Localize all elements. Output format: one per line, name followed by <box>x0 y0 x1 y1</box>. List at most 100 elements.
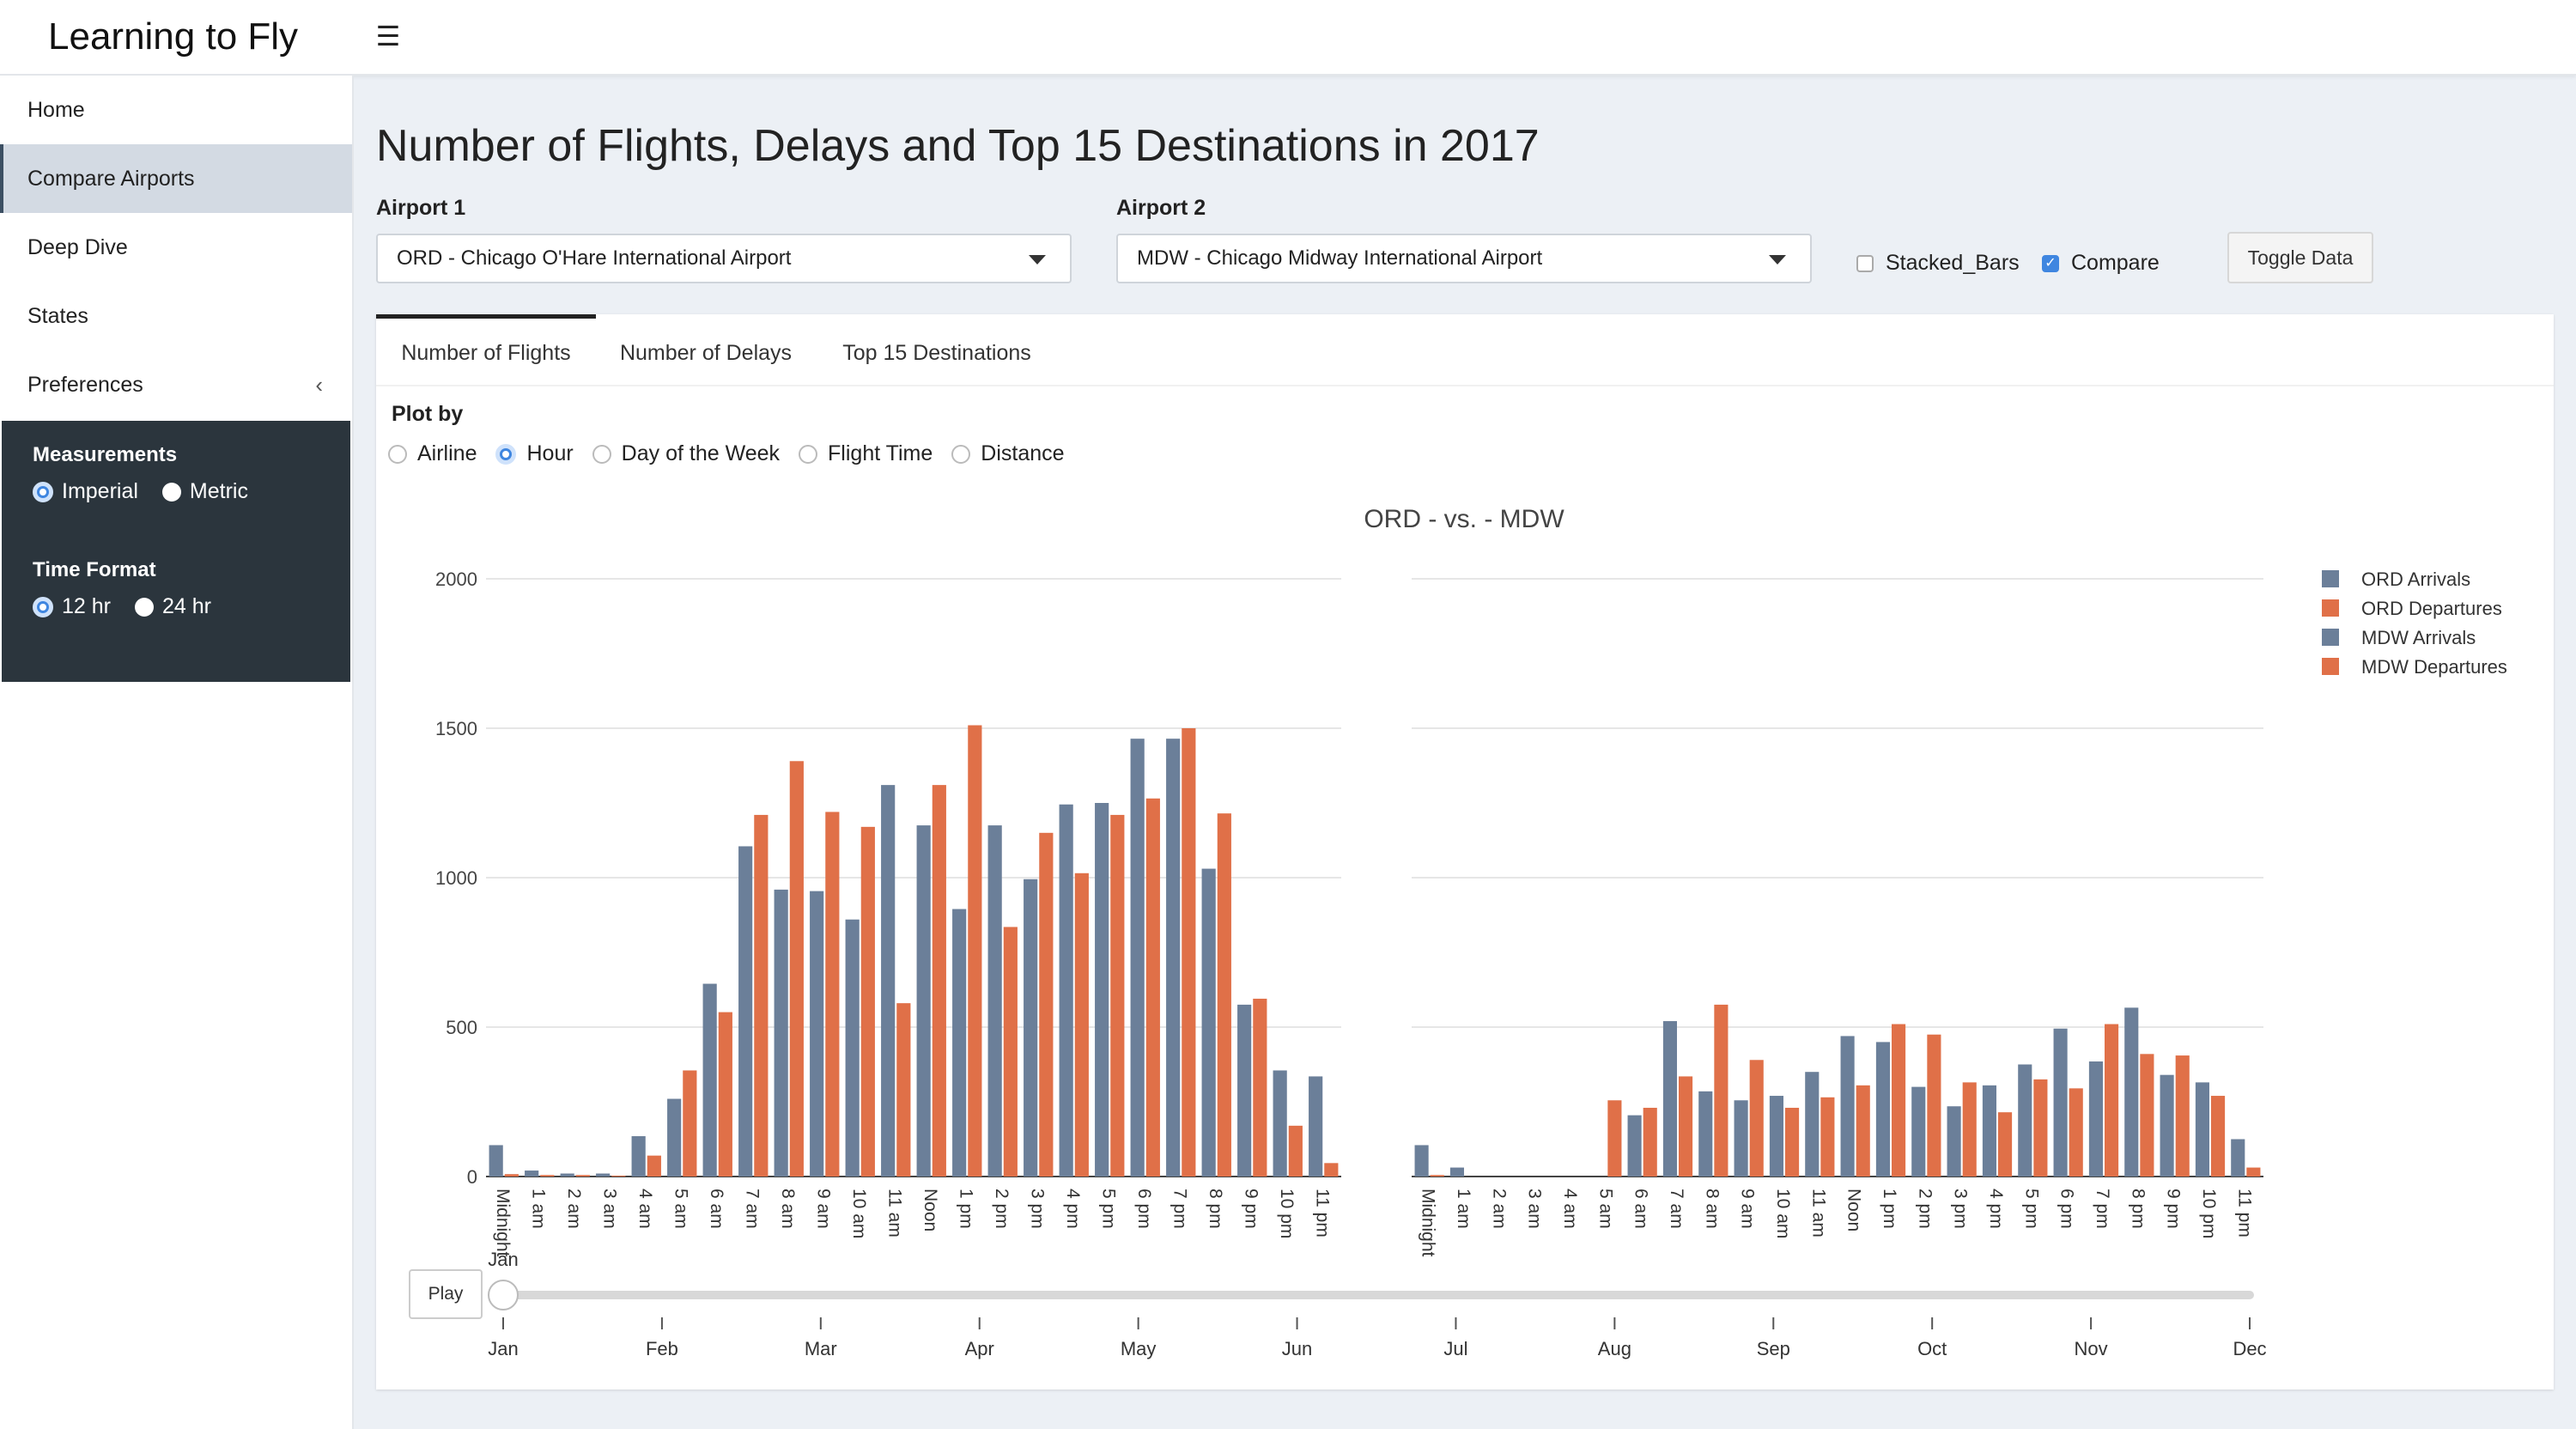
bar <box>1769 1096 1783 1177</box>
radio-button[interactable] <box>799 444 818 464</box>
bar <box>825 812 840 1177</box>
bar <box>845 919 860 1177</box>
12hr-label: 12 hr <box>62 594 111 618</box>
x-tick-label: 2 am <box>1489 1189 1509 1229</box>
x-tick-label: 7 pm <box>2093 1189 2112 1229</box>
12hr-radio[interactable] <box>33 596 53 617</box>
bar <box>631 1136 646 1177</box>
bar <box>504 1174 519 1177</box>
bar <box>2018 1064 2032 1177</box>
bar <box>1130 739 1145 1177</box>
play-button[interactable]: Play <box>409 1269 483 1319</box>
x-tick-label: 8 am <box>1702 1189 1722 1229</box>
bar <box>611 1175 626 1177</box>
bar <box>540 1175 555 1177</box>
bar <box>2033 1079 2048 1177</box>
bar <box>1074 873 1089 1177</box>
plot-by-day-of-week[interactable]: Day of the Week <box>592 441 780 466</box>
x-tick-label: 6 pm <box>1134 1189 1154 1229</box>
y-tick-label: 0 <box>467 1166 477 1188</box>
bar <box>860 826 875 1177</box>
bar <box>1039 832 1054 1177</box>
radio-button[interactable] <box>592 444 611 464</box>
caret-down-icon <box>1769 255 1786 265</box>
legend-label: ORD Departures <box>2361 598 2502 619</box>
bar <box>968 725 982 1177</box>
bar <box>2175 1055 2190 1177</box>
bar <box>932 785 946 1177</box>
bar <box>1253 998 1267 1177</box>
option-label: Hour <box>526 441 574 465</box>
bar <box>1003 927 1018 1177</box>
stacked-bars-option[interactable]: Stacked_Bars <box>1856 251 2020 276</box>
sidebar-item-deep-dive[interactable]: Deep Dive <box>0 213 352 282</box>
plot-by-distance[interactable]: Distance <box>951 441 1065 466</box>
airport1-select[interactable]: ORD - Chicago O'Hare International Airpo… <box>376 234 1072 283</box>
radio-button[interactable] <box>388 444 407 464</box>
tab-number-of-flights[interactable]: Number of Flights <box>376 314 596 389</box>
x-tick-label: 11 pm <box>2234 1189 2254 1237</box>
bar <box>2231 1139 2245 1177</box>
imperial-radio[interactable] <box>33 481 53 502</box>
plot-by-flight-time[interactable]: Flight Time <box>799 441 933 466</box>
bar <box>738 846 753 1177</box>
bar <box>1875 1042 1890 1177</box>
stacked-bars-checkbox[interactable] <box>1856 254 1874 272</box>
slider-handle[interactable] <box>488 1280 519 1310</box>
sidebar-item-label: States <box>27 304 88 328</box>
bar <box>987 825 1002 1177</box>
24hr-radio[interactable] <box>134 597 154 617</box>
bar <box>1805 1072 1820 1177</box>
sidebar-item-preferences[interactable]: Preferences ‹ <box>0 350 352 419</box>
compare-option[interactable]: ✓ Compare <box>2042 251 2160 276</box>
x-tick-label: 5 am <box>1595 1189 1615 1229</box>
slider-tick-label: Jul <box>1443 1338 1467 1359</box>
plot-by-hour[interactable]: Hour <box>495 441 574 466</box>
bar <box>754 814 769 1177</box>
chart-title: ORD - vs. - MDW <box>1364 505 1564 533</box>
bar <box>952 909 967 1177</box>
menu-toggle-icon[interactable]: ☰ <box>375 21 401 52</box>
x-tick-label: 7 am <box>742 1189 762 1229</box>
tab-top-15-destinations[interactable]: Top 15 Destinations <box>842 341 1031 365</box>
metric-radio[interactable] <box>161 482 181 502</box>
plot-by-airline[interactable]: Airline <box>388 441 477 466</box>
caret-down-icon <box>1029 255 1046 265</box>
bar <box>1095 803 1109 1177</box>
sidebar-item-home[interactable]: Home <box>0 76 352 144</box>
chevron-left-icon: ‹ <box>315 372 323 398</box>
radio-button-selected[interactable] <box>495 443 517 465</box>
bar <box>1182 728 1196 1177</box>
airport2-label: Airport 2 <box>1116 196 1206 220</box>
x-tick-label: 1 am <box>1454 1189 1473 1229</box>
compare-checkbox[interactable]: ✓ <box>2042 254 2059 272</box>
x-tick-label: 9 pm <box>2164 1189 2184 1229</box>
bar <box>1749 1060 1764 1177</box>
airport1-value: ORD - Chicago O'Hare International Airpo… <box>397 246 792 270</box>
bar <box>916 825 931 1177</box>
bar <box>1414 1145 1429 1177</box>
bar <box>2211 1096 2226 1177</box>
x-tick-label: Midnight <box>493 1189 513 1257</box>
bar <box>1947 1106 1961 1177</box>
bar <box>1734 1100 1748 1177</box>
radio-button[interactable] <box>951 444 971 464</box>
tab-number-of-delays[interactable]: Number of Delays <box>619 341 793 365</box>
sidebar-item-label: Preferences <box>27 373 143 397</box>
airport1-label: Airport 1 <box>376 196 466 220</box>
sidebar-item-states[interactable]: States <box>0 282 352 350</box>
bar <box>1627 1115 1642 1177</box>
x-tick-label: 8 pm <box>1206 1189 1225 1229</box>
airport2-select[interactable]: MDW - Chicago Midway International Airpo… <box>1116 234 1812 283</box>
bar <box>1166 739 1181 1177</box>
toggle-data-button[interactable]: Toggle Data <box>2227 232 2373 283</box>
y-tick-label: 2000 <box>435 569 477 590</box>
x-tick-label: 5 am <box>671 1189 690 1229</box>
x-tick-label: 10 am <box>1773 1189 1793 1238</box>
sidebar-item-compare-airports[interactable]: Compare Airports <box>0 144 352 213</box>
bar <box>596 1173 611 1177</box>
x-tick-label: Noon <box>1844 1189 1864 1231</box>
measurements-radio-group: Imperial Metric <box>33 479 248 504</box>
bar <box>667 1098 682 1177</box>
